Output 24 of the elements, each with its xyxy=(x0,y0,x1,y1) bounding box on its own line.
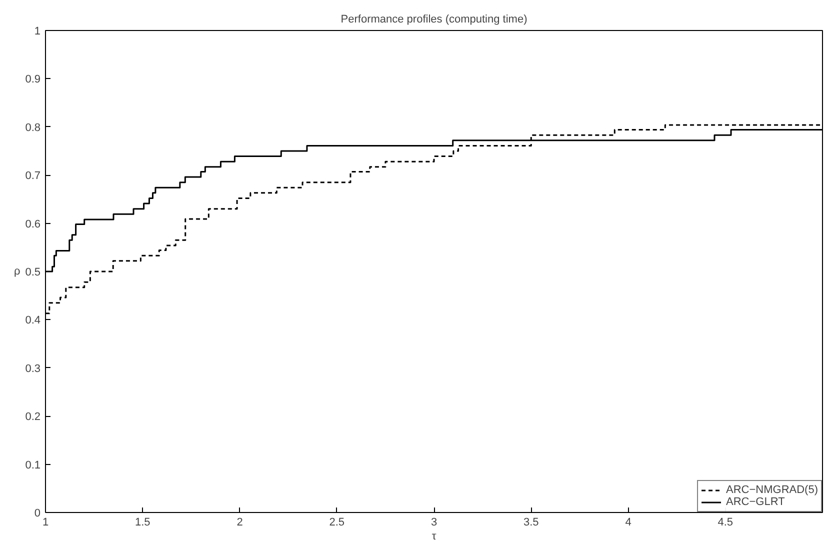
x-axis-title: τ xyxy=(432,530,437,542)
x-tick-label: 1 xyxy=(42,516,49,528)
y-tick-label: 0.9 xyxy=(25,74,41,86)
y-tick-label: 0.8 xyxy=(25,122,41,134)
y-tick-label: 0.6 xyxy=(25,218,41,230)
y-tick-label: 0.4 xyxy=(25,314,41,327)
x-tick-label: 2 xyxy=(236,516,243,528)
legend-label: ARC−NMGRAD(5) xyxy=(726,484,818,496)
x-tick-label: 4 xyxy=(625,516,632,528)
x-tick-label: 3.5 xyxy=(523,516,539,528)
y-tick-label: 0.3 xyxy=(25,362,41,375)
x-tick-label: 1.5 xyxy=(134,516,150,528)
y-axis-title: ρ xyxy=(14,266,20,278)
chart-title: Performance profiles (computing time) xyxy=(340,14,528,26)
x-tick-label: 3 xyxy=(430,516,438,528)
legend-label: ARC−GLRT xyxy=(726,496,785,508)
y-tick-label: 0.1 xyxy=(25,459,41,472)
x-tick-label: 4.5 xyxy=(718,516,734,528)
x-tick-label: 2.5 xyxy=(329,516,345,528)
y-tick-label: 0.2 xyxy=(25,411,41,424)
y-tick-label: 0 xyxy=(34,508,41,520)
y-tick-label: 0.5 xyxy=(25,266,41,278)
y-tick-label: 1 xyxy=(34,26,41,38)
y-tick-label: 0.7 xyxy=(25,170,41,182)
